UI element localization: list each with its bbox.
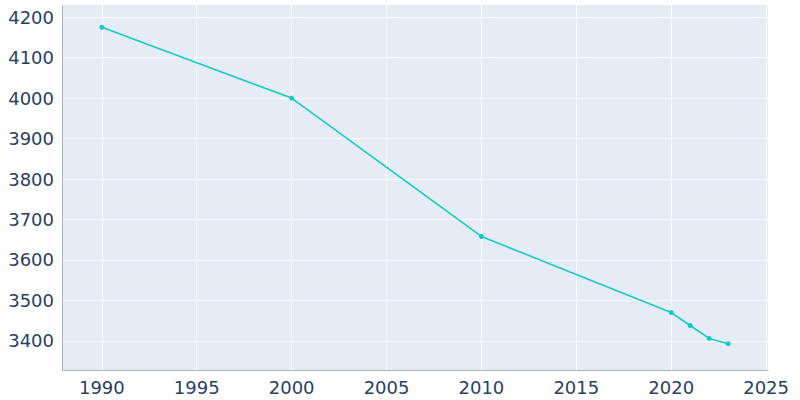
- svg-text:3900: 3900: [8, 128, 54, 149]
- svg-text:1995: 1995: [174, 377, 220, 398]
- svg-text:2000: 2000: [269, 377, 315, 398]
- svg-text:4000: 4000: [8, 88, 54, 109]
- svg-text:2025: 2025: [743, 377, 789, 398]
- svg-text:2010: 2010: [459, 377, 505, 398]
- svg-text:3800: 3800: [8, 169, 54, 190]
- svg-text:3600: 3600: [8, 249, 54, 270]
- svg-text:2005: 2005: [364, 377, 410, 398]
- svg-text:4100: 4100: [8, 47, 54, 68]
- svg-text:2020: 2020: [648, 377, 694, 398]
- svg-text:1990: 1990: [79, 377, 125, 398]
- svg-text:3500: 3500: [8, 290, 54, 311]
- svg-text:3400: 3400: [8, 330, 54, 351]
- svg-text:3700: 3700: [8, 209, 54, 230]
- svg-text:4200: 4200: [8, 7, 54, 28]
- svg-text:2015: 2015: [553, 377, 599, 398]
